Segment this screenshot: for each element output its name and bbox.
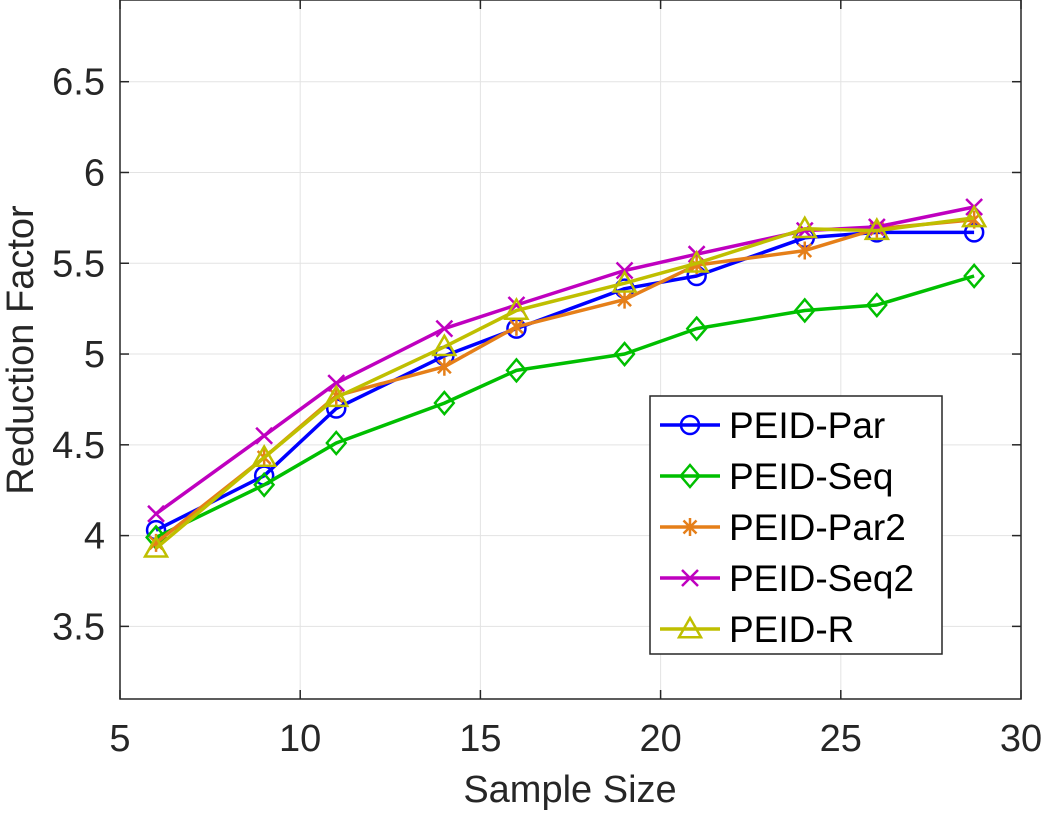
legend-item-peid-par: PEID-Par [660, 405, 885, 446]
data-point-peid-seq2 [147, 504, 165, 523]
data-point-peid-seq [613, 341, 636, 367]
x-tick-label: 25 [820, 718, 862, 760]
legend-swatch-marker [682, 518, 698, 536]
legend-label: PEID-Seq [729, 456, 894, 497]
y-tick-label: 5 [84, 334, 105, 376]
grid [119, 0, 1022, 699]
legend-label: PEID-R [729, 609, 854, 650]
x-tick-label: 5 [109, 718, 130, 760]
y-axis-label: Reduction Factor [0, 205, 42, 495]
legend-item-peid-seq: PEID-Seq [660, 456, 894, 497]
data-point-peid-seq [865, 292, 888, 318]
data-point-peid-seq [505, 357, 528, 384]
data-point-peid-seq [325, 430, 348, 456]
data-point-peid-seq [685, 315, 708, 342]
series-peid-r [142, 204, 988, 558]
data-point-peid-seq [963, 263, 986, 289]
y-tick-label: 5.5 [52, 243, 105, 285]
y-tick-label: 6 [84, 152, 105, 194]
data-point-peid-par2 [617, 290, 632, 309]
legend-label: PEID-Seq2 [729, 558, 914, 599]
x-axis-label: Sample Size [463, 769, 676, 811]
data-point-peid-par2 [509, 317, 524, 336]
data-point-peid-seq [433, 390, 456, 416]
y-tick-label: 6.5 [52, 62, 105, 104]
y-tick-label: 4 [84, 516, 105, 558]
series-layer [142, 198, 988, 558]
x-tick-label: 10 [279, 718, 321, 760]
legend-swatch-marker [679, 414, 701, 436]
data-point-peid-r [251, 444, 278, 468]
legend-swatch-marker [679, 463, 701, 489]
data-point-peid-r [142, 534, 170, 558]
data-point-peid-r [683, 249, 710, 273]
axis-ticks: 5 10 15 20 25 30 3.5 4 4.5 5 5.5 6 6.5 [52, 0, 1042, 760]
legend-item-peid-r: PEID-R [660, 609, 854, 650]
data-point-peid-par2 [436, 357, 452, 376]
legend-item-peid-par2: PEID-Par2 [660, 507, 906, 548]
plot-frame [119, 0, 1022, 700]
data-point-peid-r [431, 333, 458, 357]
data-point-peid-r [503, 296, 530, 320]
series-peid-seq [145, 263, 986, 551]
y-tick-label: 4.5 [52, 425, 105, 467]
data-point-peid-seq [793, 297, 816, 324]
data-point-peid-seq2 [327, 374, 346, 392]
legend: PEID-Par PEID-Seq PEID-Par2 PEID-Seq2 PEID-R [649, 395, 943, 655]
x-tick-label: 20 [639, 718, 681, 760]
series-line-peid-par [155, 230, 975, 532]
data-point-peid-seq2 [255, 426, 274, 445]
data-point-peid-r [611, 269, 638, 293]
legend-swatch-marker [676, 615, 704, 639]
legend-box [649, 395, 943, 655]
data-point-peid-seq [253, 471, 276, 498]
data-point-peid-par2 [797, 241, 813, 260]
data-point-peid-r [323, 384, 350, 408]
data-point-peid-seq2 [435, 319, 454, 338]
x-tick-label: 15 [459, 718, 501, 760]
data-point-peid-seq2 [867, 218, 886, 236]
legend-label: PEID-Par2 [729, 507, 906, 548]
series-line-peid-r [154, 216, 975, 550]
legend-label: PEID-Par [729, 405, 885, 446]
legend-item-peid-seq2: PEID-Seq2 [660, 558, 914, 599]
data-point-peid-r [863, 217, 890, 241]
series-line-peid-seq [155, 274, 975, 539]
x-tick-label: 30 [1000, 718, 1042, 760]
y-tick-label: 3.5 [52, 606, 105, 648]
data-point-peid-r [960, 204, 988, 228]
data-point-peid-r [791, 215, 818, 239]
legend-swatch-marker [681, 569, 699, 587]
